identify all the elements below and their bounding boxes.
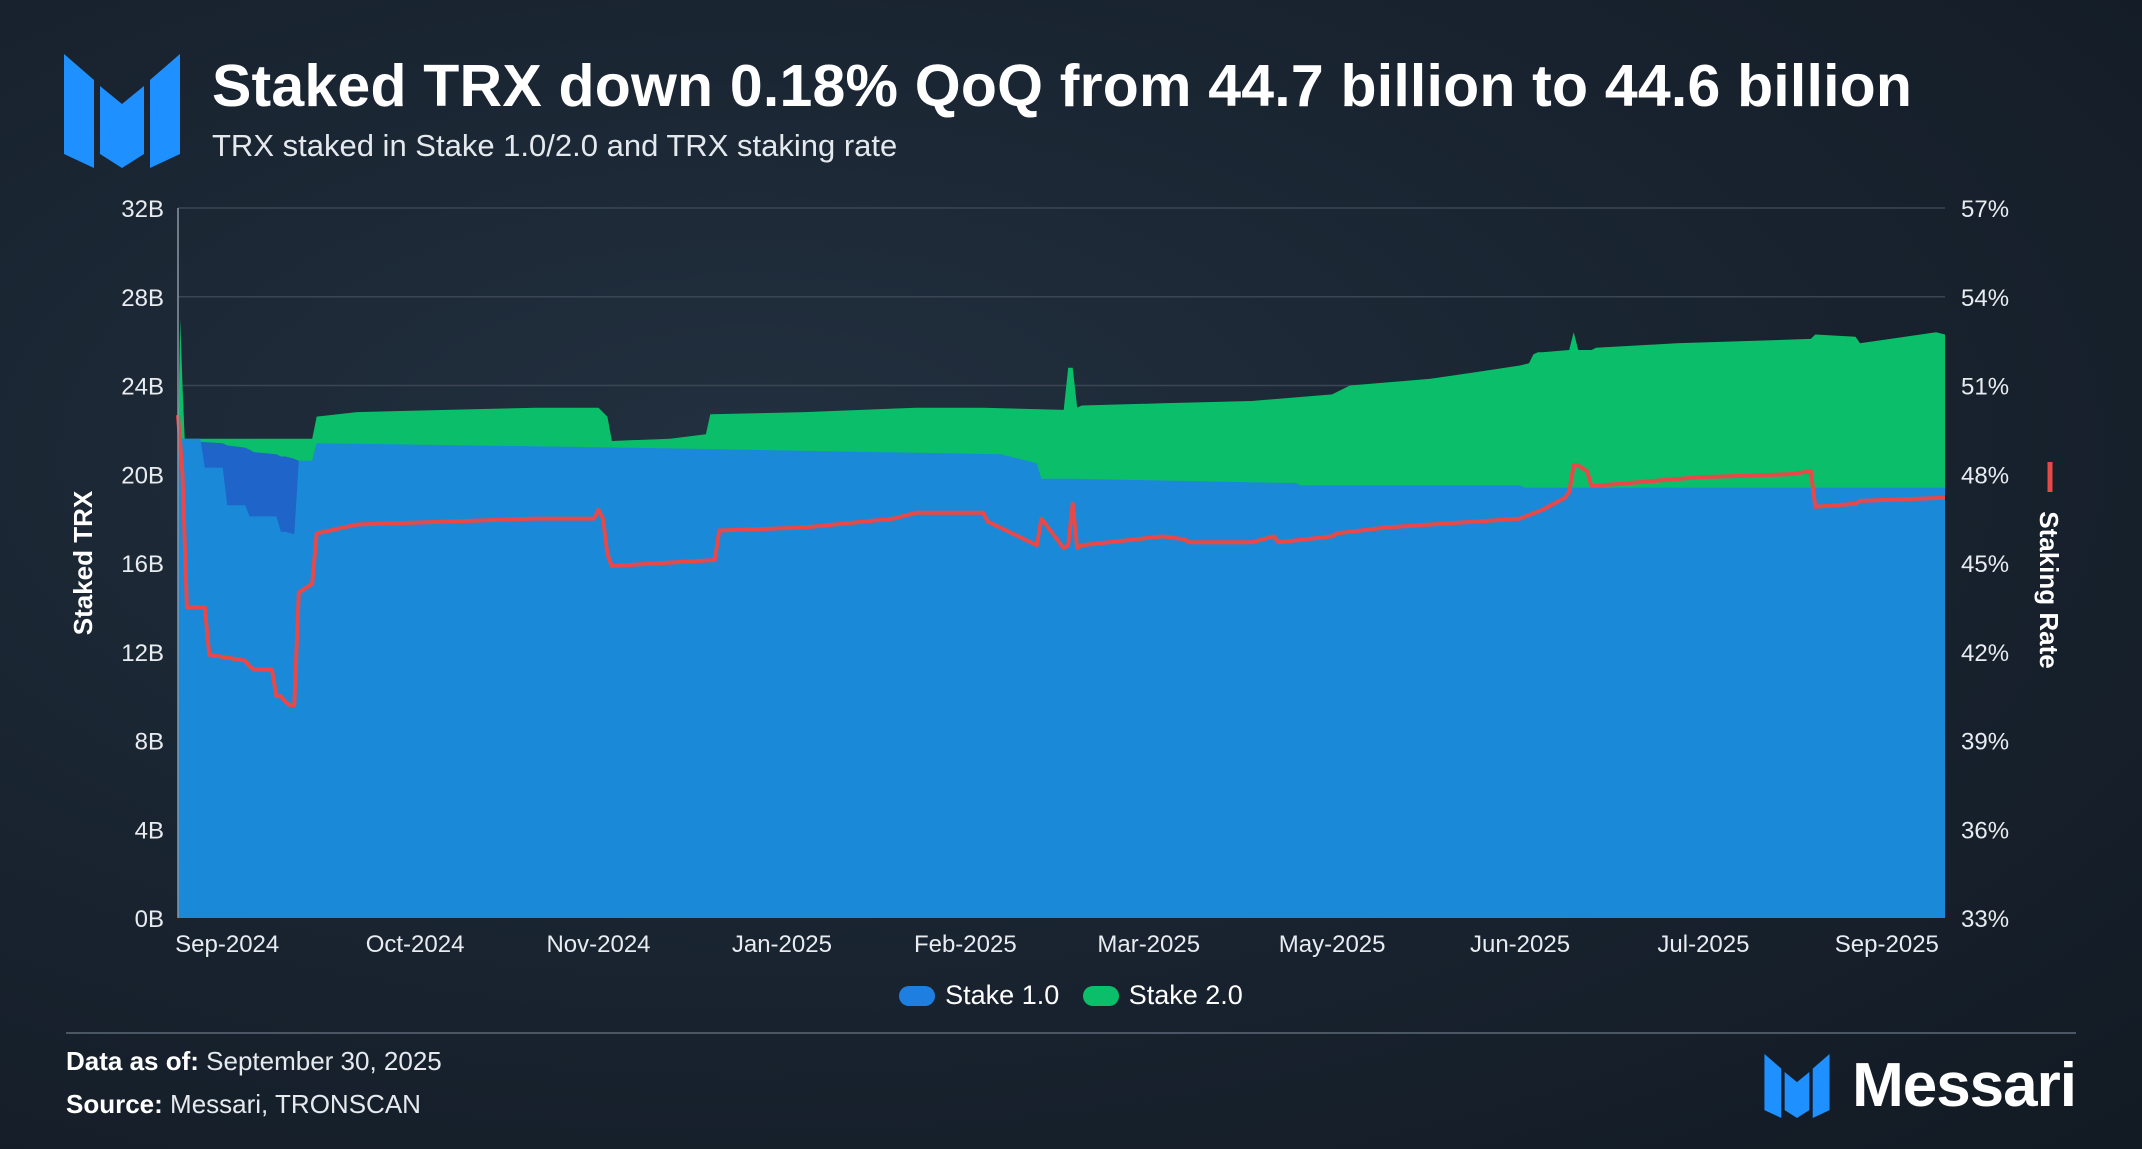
source: Source: Messari, TRONSCAN <box>66 1089 421 1120</box>
legend-label-stake-1: Stake 1.0 <box>945 980 1060 1010</box>
stake1-area <box>178 438 1945 918</box>
x-tick-label: Feb-2025 <box>914 931 1017 958</box>
y2-tick-label: 42% <box>1961 640 2009 667</box>
y2-tick-label: 51% <box>1961 374 2009 401</box>
legend-item-stake-2[interactable]: Stake 2.0 <box>1082 980 1243 1011</box>
data-as-of: Data as of: September 30, 2025 <box>66 1046 442 1077</box>
messari-brand-icon <box>1764 1053 1830 1118</box>
y2-tick-label: 39% <box>1961 729 2009 756</box>
y-tick-label: 16B <box>121 551 164 578</box>
y2-axis-title: Staking Rate <box>2034 511 2064 669</box>
y2-tick-label: 57% <box>1961 196 2009 223</box>
x-tick-label: May-2025 <box>1279 931 1386 958</box>
y-tick-label: 0B <box>135 906 164 933</box>
chart-title: Staked TRX down 0.18% QoQ from 44.7 bill… <box>212 53 1913 119</box>
brand-name: Messari <box>1852 1051 2077 1120</box>
source-label: Source: <box>66 1089 163 1119</box>
staking-rate-line <box>176 414 1945 707</box>
source-value: Messari, TRONSCAN <box>170 1089 421 1119</box>
x-tick-label: Sep-2025 <box>1835 931 1939 958</box>
y-tick-label: 8B <box>135 729 164 756</box>
x-tick-label: Jul-2025 <box>1657 931 1749 958</box>
x-tick-label: Nov-2024 <box>546 931 650 958</box>
data-as-of-label: Data as of: <box>66 1046 199 1076</box>
y-tick-label: 4B <box>135 817 164 844</box>
brand-block: Messari <box>1764 1050 2077 1121</box>
x-tick-label: Oct-2024 <box>366 931 465 958</box>
x-tick-label: Jan-2025 <box>732 931 832 958</box>
y-axis-title: Staked TRX <box>68 490 98 635</box>
data-as-of-value: September 30, 2025 <box>206 1046 442 1076</box>
y-tick-label: 12B <box>121 640 164 667</box>
chart-legend: Stake 1.0 Stake 2.0 <box>0 980 2142 1013</box>
y-tick-label: 24B <box>121 374 164 401</box>
messari-logo-icon <box>64 54 180 168</box>
x-tick-label: Sep-2024 <box>175 931 279 958</box>
legend-swatch-stake-2 <box>1082 985 1119 1006</box>
legend-label-stake-2: Stake 2.0 <box>1128 980 1243 1010</box>
y2-tick-label: 48% <box>1961 462 2009 489</box>
y2-tick-label: 54% <box>1961 285 2009 312</box>
y2-tick-label: 33% <box>1961 906 2009 933</box>
x-tick-label: Mar-2025 <box>1097 931 1200 958</box>
legend-swatch-stake-1 <box>899 985 936 1006</box>
legend-item-stake-1[interactable]: Stake 1.0 <box>899 980 1059 1011</box>
chart-subtitle: TRX staked in Stake 1.0/2.0 and TRX stak… <box>212 128 898 163</box>
footer-divider <box>66 1032 2076 1034</box>
y2-tick-label: 36% <box>1961 817 2009 844</box>
y-tick-label: 20B <box>121 462 164 489</box>
y2-tick-label: 45% <box>1961 551 2009 578</box>
y-tick-label: 32B <box>121 196 164 223</box>
x-tick-label: Jun-2025 <box>1470 931 1570 958</box>
y-tick-label: 28B <box>121 285 164 312</box>
